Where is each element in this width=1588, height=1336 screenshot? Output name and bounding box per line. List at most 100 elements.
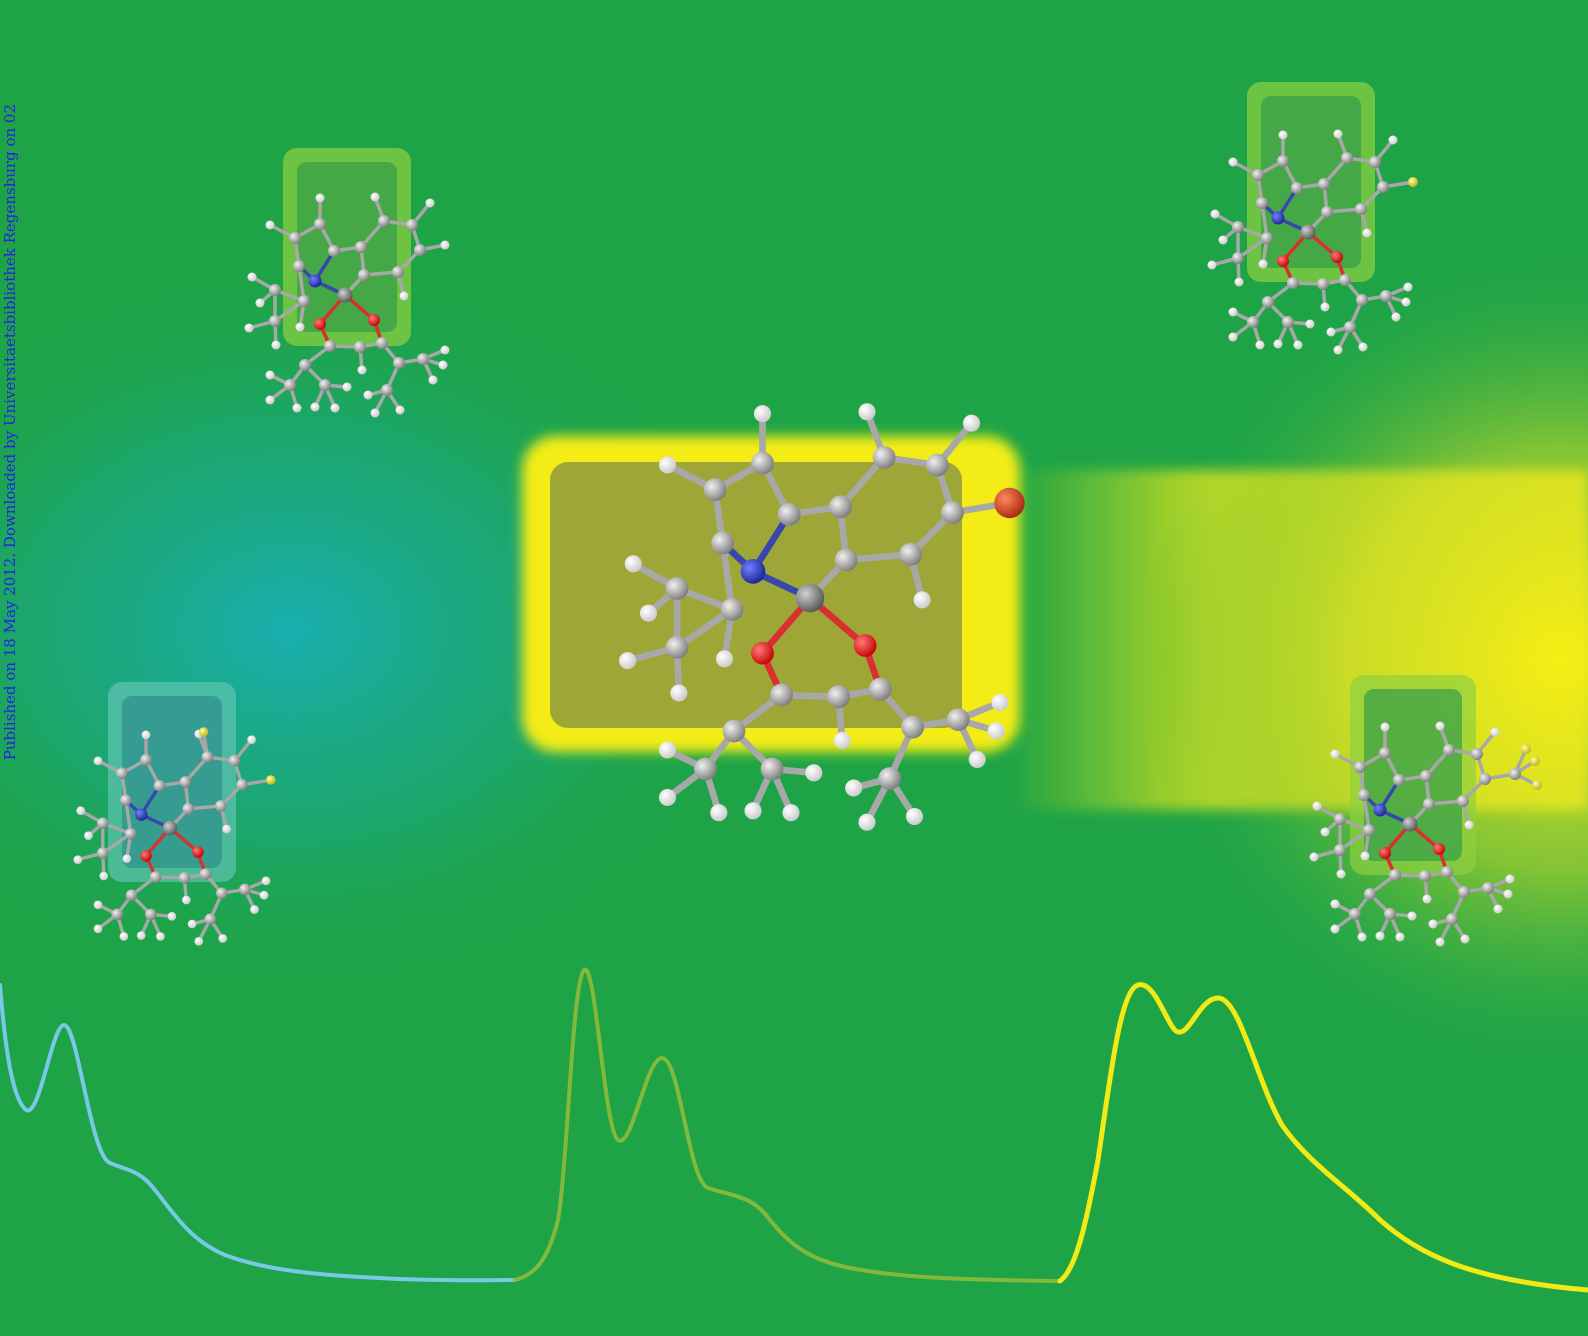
hydrogen-atom: [141, 730, 151, 740]
oxygen-atom: [140, 850, 152, 862]
carbon-atom: [722, 719, 746, 743]
hydrogen-atom: [1234, 277, 1244, 287]
fluorine-atom: [1530, 756, 1540, 766]
carbon-atom: [868, 677, 892, 701]
hydrogen-atom: [1333, 129, 1343, 139]
carbon-atom: [720, 598, 744, 621]
molecule-top-right: [1207, 129, 1418, 355]
hydrogen-atom: [1210, 209, 1220, 219]
hydrogen-atom: [1320, 302, 1330, 312]
oxygen-atom: [1433, 843, 1445, 855]
hydrogen-atom: [1218, 235, 1228, 245]
yellow-glow: [1140, 240, 1588, 1080]
hydrogen-atom: [1357, 932, 1367, 942]
carbon-atom: [355, 241, 367, 253]
nitrogen-atom: [308, 274, 322, 288]
fluorine-atom: [266, 775, 276, 785]
hydrogen-atom: [247, 272, 257, 282]
carbon-atom: [777, 503, 801, 526]
hydrogen-atom: [1330, 899, 1340, 909]
carbon-atom: [1419, 870, 1431, 882]
nitrogen-atom: [740, 559, 766, 584]
hydrogen-atom: [259, 890, 269, 900]
carbon-atom: [216, 887, 228, 900]
carbon-atom: [1358, 789, 1370, 801]
carbon-atom: [354, 341, 366, 353]
carbon-atom: [204, 913, 217, 925]
hydrogen-atom: [271, 340, 281, 350]
carbon-atom: [376, 337, 388, 349]
hydrogen-atom: [182, 895, 191, 905]
hydrogen-atom: [265, 220, 275, 230]
hydrogen-atom: [93, 924, 103, 934]
carbon-atom: [328, 245, 340, 257]
hydrogen-atom: [1228, 307, 1238, 317]
carbon-atom: [153, 780, 166, 792]
hydrogen-atom: [1391, 312, 1401, 322]
fluorine-atom: [1521, 744, 1531, 754]
hydrogen-atom: [1360, 851, 1370, 861]
oxygen-atom: [853, 634, 877, 657]
hydrogen-atom: [710, 804, 728, 822]
carbon-atom: [1443, 744, 1455, 756]
hydrogen-atom: [425, 198, 435, 208]
hydrogen-atom: [1375, 931, 1385, 941]
hydrogen-atom: [136, 931, 146, 940]
hydrogen-atom: [1407, 911, 1417, 921]
hydrogen-atom: [715, 650, 734, 668]
hydrogen-atom: [265, 395, 275, 405]
oxygen-atom: [1277, 255, 1289, 267]
carbon-atom: [1380, 290, 1392, 302]
carbon-atom: [124, 828, 137, 840]
carbon-atom: [178, 872, 191, 884]
hydrogen-atom: [1428, 919, 1438, 929]
hydrogen-atom: [295, 322, 305, 332]
hydrogen-atom: [265, 370, 275, 380]
carbon-atom: [1261, 232, 1273, 244]
hydrogen-atom: [438, 360, 448, 370]
carbon-atom: [1369, 156, 1381, 168]
hydrogen-atom: [1255, 340, 1265, 350]
carbon-atom: [393, 357, 405, 369]
hydrogen-atom: [962, 414, 981, 432]
hydrogen-atom: [1228, 332, 1238, 342]
carbon-atom: [872, 446, 896, 469]
carbon-atom: [760, 757, 784, 781]
hydrogen-atom: [1403, 282, 1413, 292]
carbon-atom: [378, 215, 390, 227]
carbon-atom: [925, 453, 949, 477]
carbon-atom: [1256, 197, 1268, 209]
carbon-atom: [1377, 181, 1389, 193]
carbon-atom: [97, 817, 109, 829]
oxygen-atom: [1379, 847, 1391, 859]
carbon-atom: [703, 478, 727, 502]
carbon-atom: [1363, 824, 1375, 836]
hydrogen-atom: [624, 555, 642, 573]
carbon-atom: [1441, 866, 1453, 878]
hydrogen-atom: [1422, 894, 1432, 904]
hydrogen-atom: [1401, 297, 1411, 307]
hydrogen-atom: [1309, 852, 1319, 862]
hydrogen-atom: [1435, 937, 1445, 947]
carbon-atom: [179, 776, 192, 788]
carbon-atom: [149, 871, 162, 883]
carbon-atom: [414, 244, 426, 256]
hydrogen-atom: [93, 900, 103, 910]
carbon-atom: [1354, 761, 1366, 773]
hydrogen-atom: [845, 779, 863, 797]
hydrogen-atom: [1503, 889, 1513, 899]
carbon-atom: [665, 636, 689, 659]
carbon-atom: [899, 542, 923, 566]
carbon-atom: [1423, 798, 1435, 810]
hydrogen-atom: [440, 240, 450, 250]
hydrogen-atom: [987, 722, 1005, 740]
hydrogen-atom: [805, 764, 823, 782]
carbon-atom: [319, 379, 331, 391]
molecule-top-left: [244, 192, 450, 418]
carbon-atom: [1282, 316, 1294, 328]
boron-atom: [1300, 224, 1316, 240]
carbon-atom: [694, 757, 717, 781]
fluorine-atom: [198, 727, 209, 737]
carbon-atom: [1232, 252, 1244, 264]
